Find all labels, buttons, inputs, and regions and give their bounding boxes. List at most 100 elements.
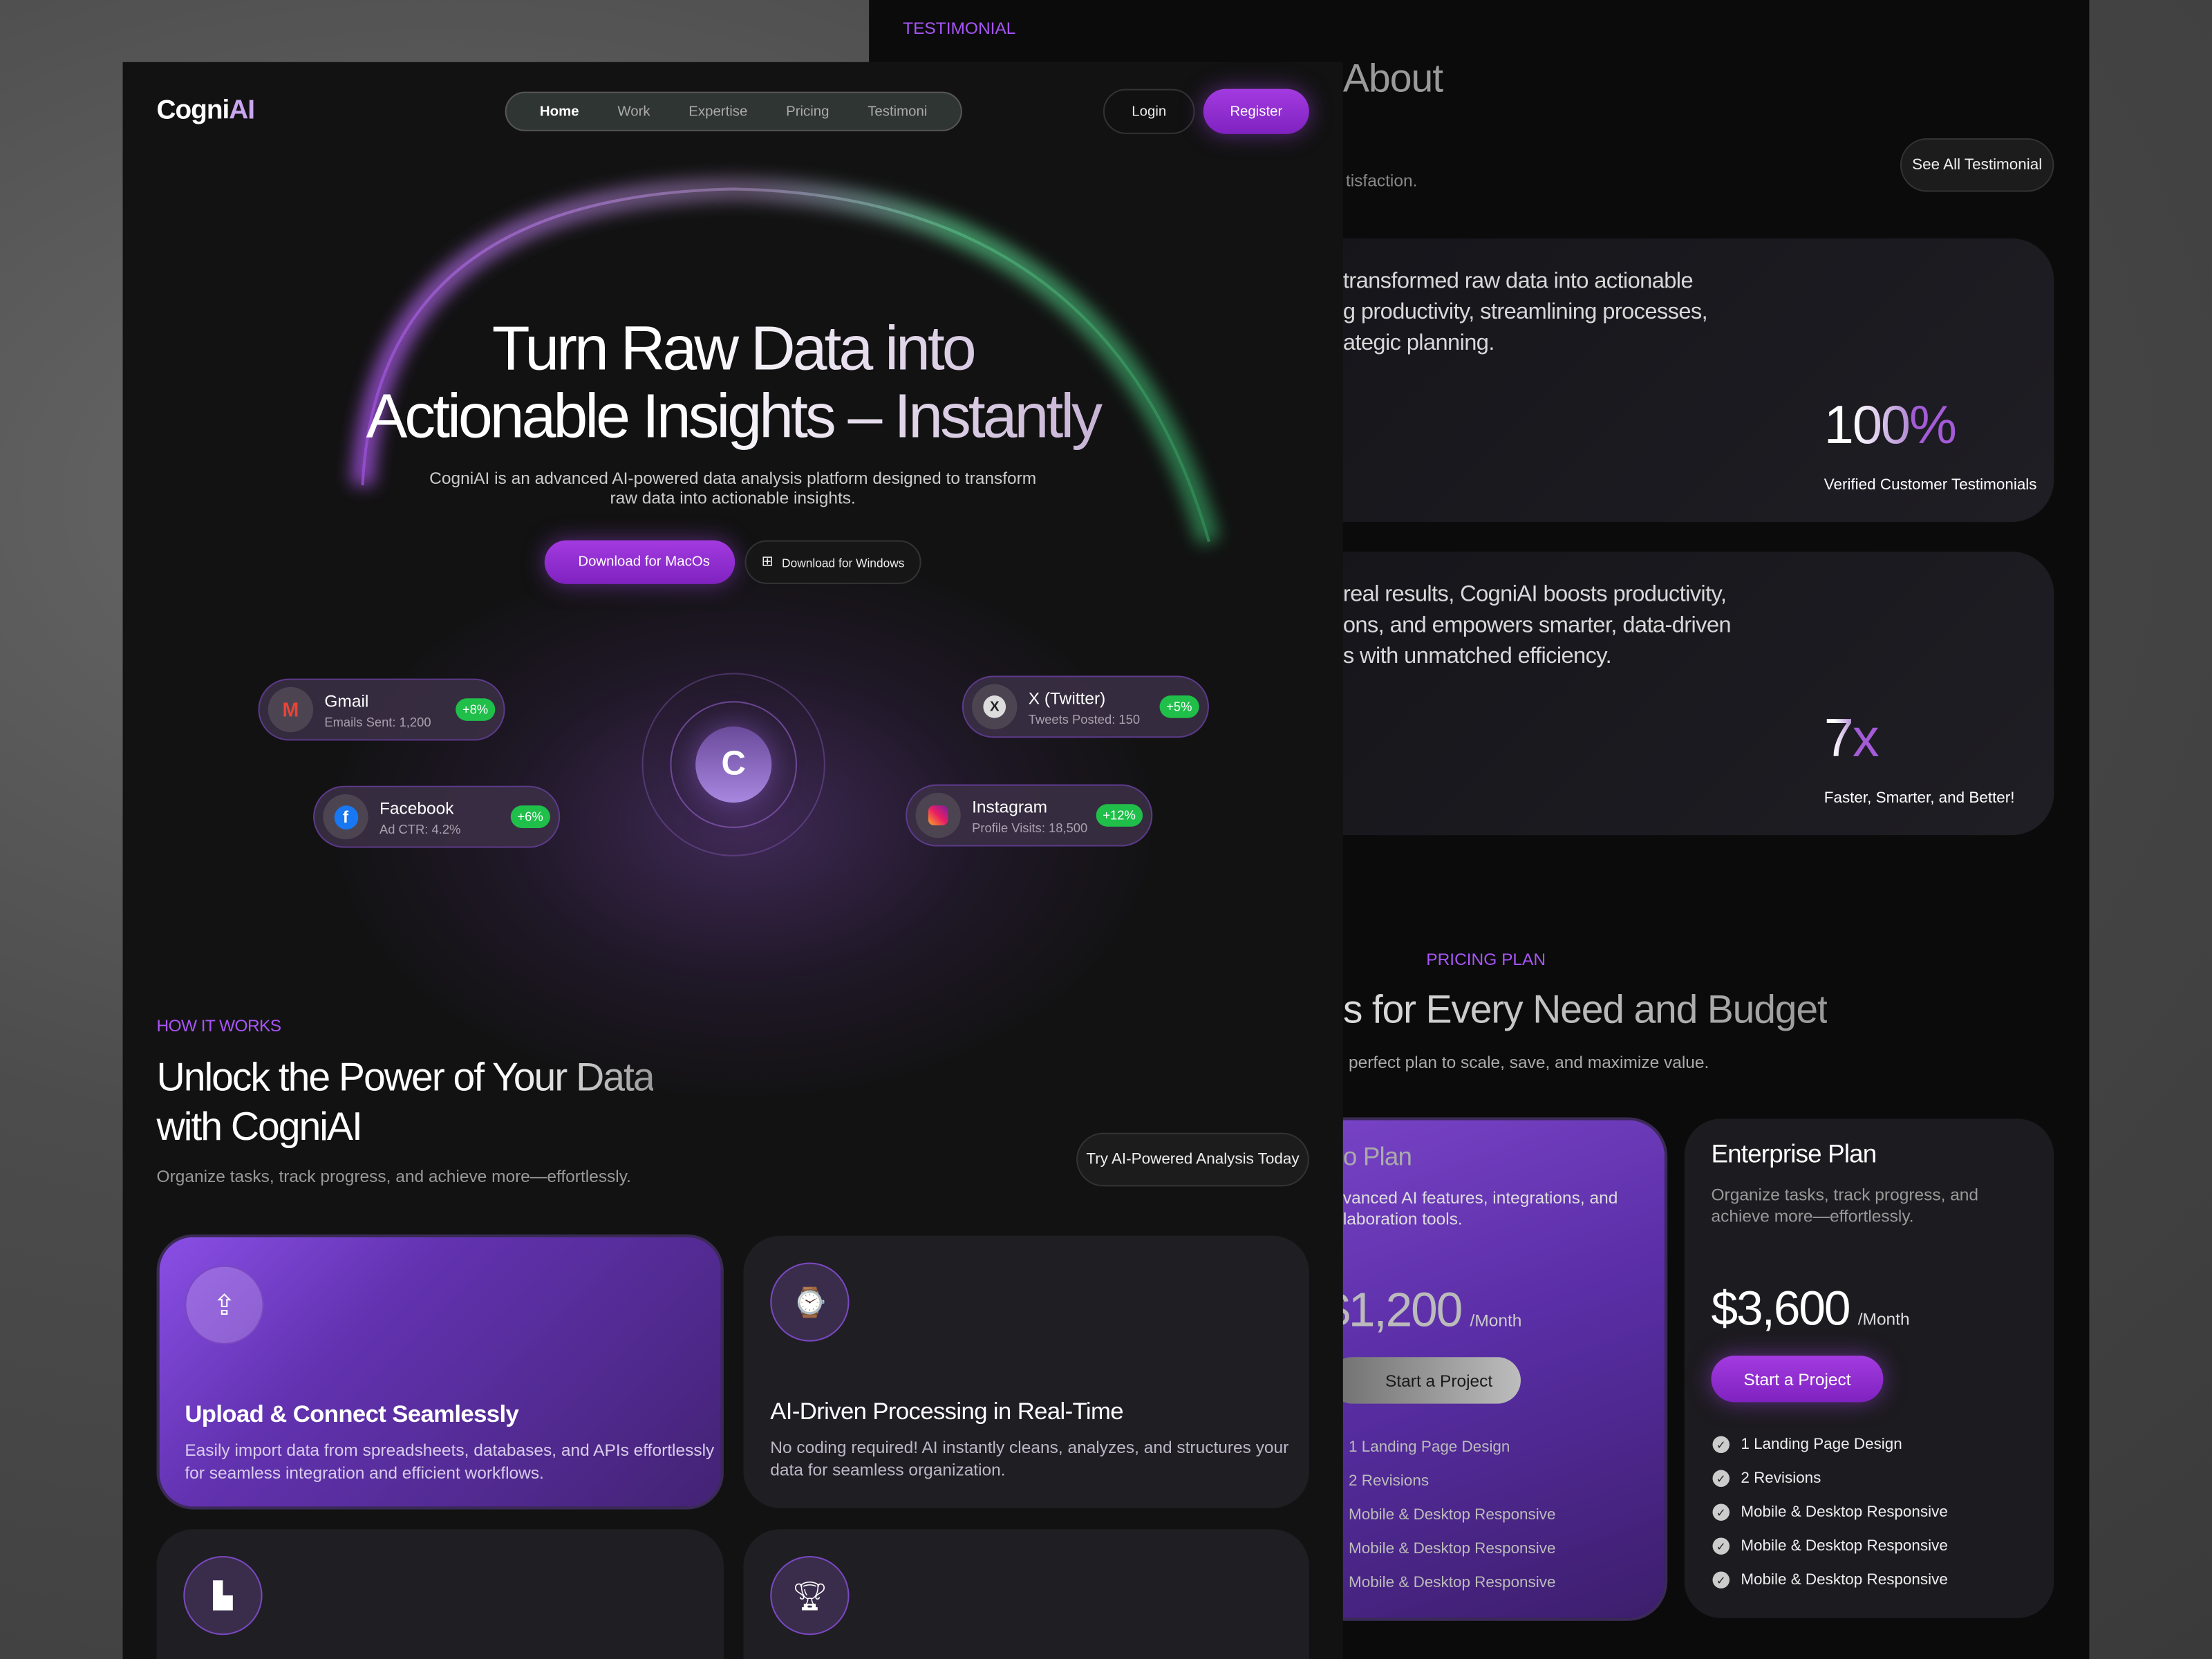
stat-unit: %: [1909, 396, 1957, 456]
hero-subtitle-line: CogniAI is an advanced AI-powered data a…: [429, 468, 1037, 489]
file-upload-icon: ⇪: [185, 1265, 264, 1344]
hero-title: Turn Raw Data into Actionable Insights –…: [123, 316, 1343, 451]
title-line: Unlock the Power of Your Data: [157, 1052, 655, 1101]
nav-work[interactable]: Work: [617, 103, 650, 120]
x-twitter-icon: X: [972, 684, 1018, 730]
integration-gmail: M Gmail Emails Sent: 1,200 +8%: [258, 678, 505, 741]
feature-label: Mobile & Desktop Responsive: [1741, 1537, 1948, 1555]
plan-feature: ✓ Mobile & Desktop Responsive: [1712, 1495, 1948, 1529]
integration-metric: Ad CTR: 4.2%: [379, 821, 461, 836]
price-amount: $3,600: [1711, 1282, 1850, 1336]
testimonial-line: ons, and empowers smarter, data-driven: [1342, 613, 1732, 638]
feature-desc: for seamless integration and efficient w…: [185, 1463, 544, 1483]
plan-feature: ✓ Mobile & Desktop Responsive: [1712, 1529, 1948, 1563]
facebook-icon: f: [323, 794, 368, 840]
logo[interactable]: CogniAI: [156, 95, 256, 127]
plan-desc: achieve more—effortlessly.: [1711, 1206, 1914, 1226]
plan-feature: ✓ 1 Landing Page Design: [1712, 1427, 1948, 1461]
logo-text: Cogni: [156, 95, 230, 126]
how-it-works-title: Unlock the Power of Your Data with Cogni…: [156, 1052, 655, 1151]
check-icon: ✓: [1712, 1503, 1730, 1521]
pricing-section-label: PRICING PLAN: [1426, 949, 1546, 970]
stat-value: 100%: [1824, 396, 1957, 457]
feature-label: 1 Landing Page Design: [1741, 1436, 1902, 1454]
nav-expertise[interactable]: Expertise: [688, 103, 748, 120]
login-button[interactable]: Login: [1103, 88, 1195, 134]
watch-icon: ⌚: [770, 1262, 850, 1342]
feature-desc: data for seamless organization.: [770, 1460, 1006, 1480]
integration-instagram: Instagram Profile Visits: 18,500 +12%: [906, 784, 1153, 847]
how-it-works-subtitle: Organize tasks, track progress, and achi…: [156, 1166, 632, 1187]
integration-name: Gmail: [324, 690, 369, 711]
plan-feature: Mobile & Desktop Responsive: [1349, 1540, 1556, 1558]
feature-card: ▙: [156, 1529, 724, 1659]
plan-desc: Organize tasks, track progress, and: [1711, 1185, 1979, 1205]
hero-title-line: Actionable Insights – Instantly: [366, 382, 1100, 452]
register-button[interactable]: Register: [1203, 88, 1309, 134]
enterprise-plan-card: Enterprise Plan Organize tasks, track pr…: [1684, 1118, 2054, 1618]
check-icon: ✓: [1712, 1470, 1730, 1488]
check-icon: ✓: [1712, 1537, 1730, 1555]
try-analysis-button[interactable]: Try AI-Powered Analysis Today: [1076, 1132, 1309, 1187]
trophy-icon: 🏆︎: [770, 1556, 850, 1635]
testimonial-line: transformed raw data into actionable: [1342, 269, 1694, 294]
stat-label: Faster, Smarter, and Better!: [1824, 789, 2015, 807]
about-subtext: tisfaction.: [1345, 170, 1418, 191]
title-line: with CogniAI: [156, 1104, 363, 1149]
main-nav: Home Work Expertise Pricing Testimoni: [505, 91, 962, 131]
hero-arc: [351, 178, 1220, 545]
plan-name: o Plan: [1342, 1143, 1412, 1171]
stat-number: 100: [1824, 396, 1911, 456]
integration-name: Facebook: [379, 798, 454, 818]
download-macos-button[interactable]: Download for MacOs: [544, 540, 735, 584]
price-period: /Month: [1470, 1310, 1522, 1331]
plan-desc: vanced AI features, integrations, and: [1342, 1188, 1618, 1208]
stat-label: Verified Customer Testimonials: [1824, 476, 2037, 494]
plan-feature: ✓ Mobile & Desktop Responsive: [1712, 1563, 1948, 1597]
feature-card: ⇪ Upload & Connect Seamlessly Easily imp…: [156, 1234, 724, 1510]
how-it-works-label: HOW IT WORKS: [156, 1015, 282, 1035]
nav-pricing[interactable]: Pricing: [786, 103, 830, 120]
landing-page: CogniAI Home Work Expertise Pricing Test…: [122, 62, 1343, 1659]
orbit-ring: [641, 673, 825, 856]
pricing-subtext: perfect plan to scale, save, and maximiz…: [1349, 1052, 1709, 1073]
plan-name: Enterprise Plan: [1711, 1139, 1877, 1168]
integration-name: X (Twitter): [1028, 687, 1106, 708]
testimonial-line: s with unmatched efficiency.: [1342, 644, 1612, 669]
price-period: /Month: [1857, 1309, 1910, 1329]
windows-icon: ⊞: [761, 554, 774, 570]
feature-label: Mobile & Desktop Responsive: [1741, 1571, 1948, 1588]
change-badge: +5%: [1159, 695, 1199, 718]
nav-home[interactable]: Home: [539, 103, 579, 120]
button-label: Download for MacOs: [578, 554, 710, 570]
plan-feature: ✓ 2 Revisions: [1712, 1461, 1948, 1495]
stat-value: 7x: [1824, 709, 1880, 771]
instagram-icon: [915, 792, 961, 838]
testimonial-line: real results, CogniAI boosts productivit…: [1342, 582, 1727, 607]
feature-card: 🏆︎: [743, 1529, 1309, 1659]
plan-price: $3,600/Month: [1711, 1282, 1909, 1338]
start-project-button[interactable]: Start a Project: [1329, 1357, 1521, 1404]
cogniai-logo-icon: C: [695, 727, 772, 803]
integration-facebook: f Facebook Ad CTR: 4.2% +6%: [313, 785, 561, 848]
feature-label: 2 Revisions: [1741, 1470, 1821, 1488]
plan-feature: Mobile & Desktop Responsive: [1349, 1574, 1556, 1592]
testimonial-card: transformed raw data into actionable g p…: [1292, 238, 2054, 523]
see-all-testimonial-button[interactable]: See All Testimonial: [1900, 138, 2054, 192]
download-windows-button[interactable]: ⊞ Download for Windows: [744, 540, 921, 584]
start-project-button[interactable]: Start a Project: [1711, 1356, 1884, 1403]
feature-card: ⌚ AI-Driven Processing in Real-Time No c…: [743, 1235, 1309, 1508]
feature-title: Upload & Connect Seamlessly: [185, 1400, 519, 1428]
feature-desc: No coding required! AI instantly cleans,…: [770, 1437, 1289, 1458]
button-label: Download for Windows: [782, 555, 905, 570]
plan-feature: 1 Landing Page Design: [1349, 1438, 1510, 1456]
hero-title-line: Turn Raw Data into: [491, 315, 974, 384]
testimonial-line: ategic planning.: [1342, 331, 1495, 356]
stat-number: 7: [1824, 709, 1854, 769]
nav-testimoni[interactable]: Testimoni: [868, 103, 928, 120]
plan-feature: Mobile & Desktop Responsive: [1349, 1506, 1556, 1524]
integration-metric: Tweets Posted: 150: [1028, 711, 1141, 726]
testimonial-card: real results, CogniAI boosts productivit…: [1292, 551, 2054, 836]
change-badge: +8%: [455, 698, 496, 721]
